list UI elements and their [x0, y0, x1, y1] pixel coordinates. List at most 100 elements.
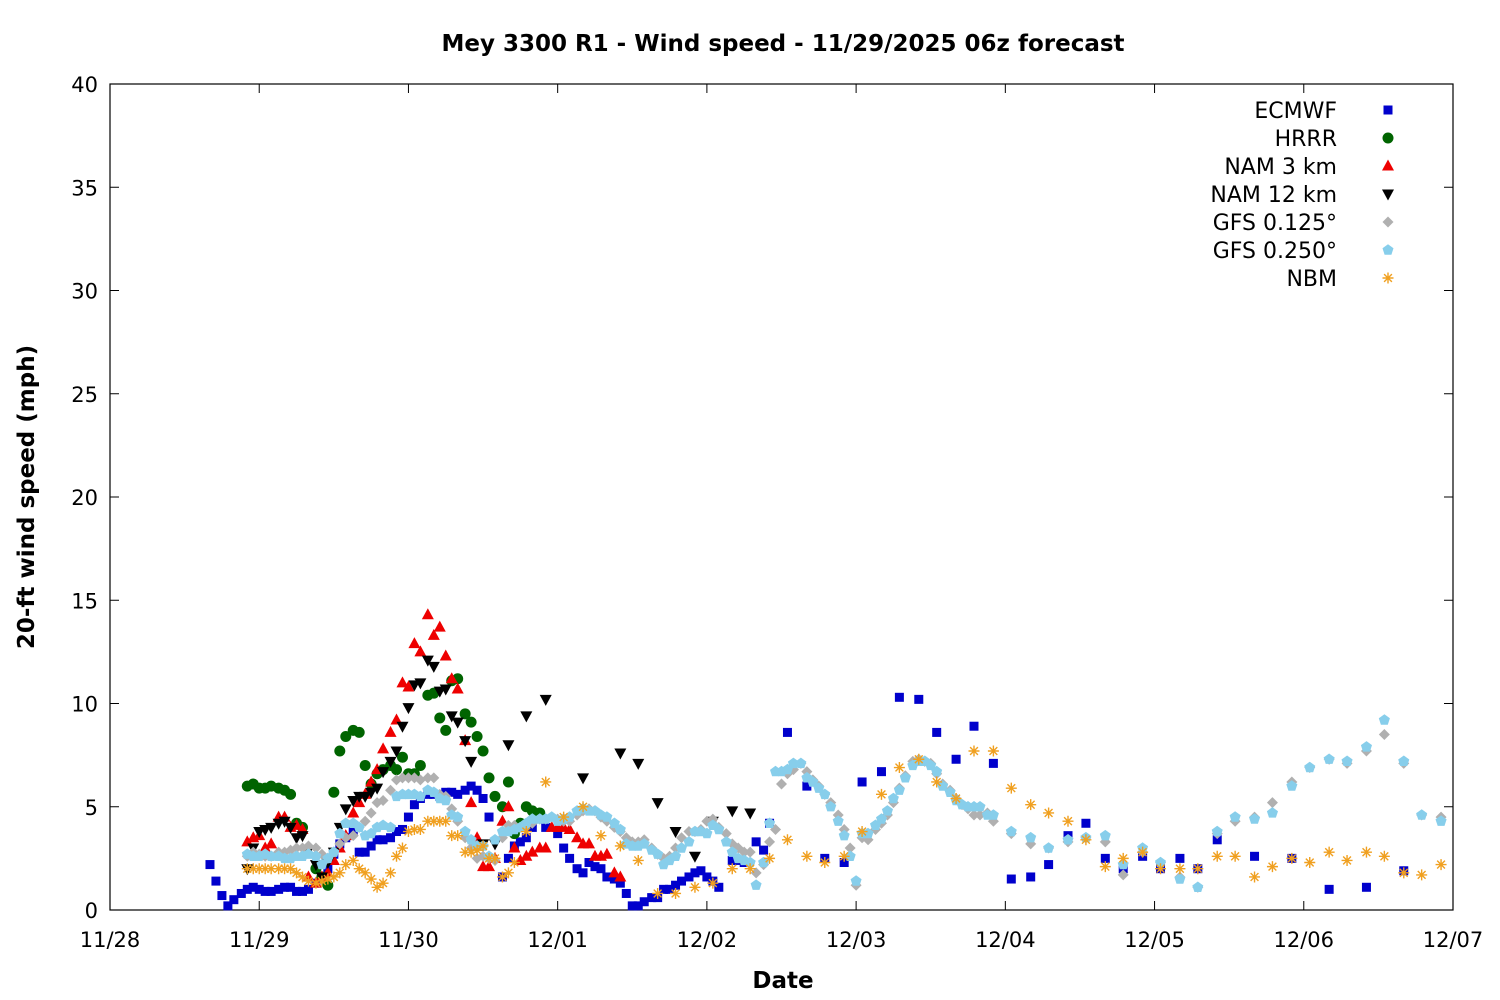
- x-tick-label: 12/05: [1124, 928, 1185, 952]
- x-tick-label: 12/03: [826, 928, 887, 952]
- data-point: [520, 711, 533, 723]
- legend-label: NAM 3 km: [1224, 155, 1337, 180]
- data-point: [893, 784, 905, 795]
- data-point: [1211, 825, 1223, 837]
- data-point: [397, 824, 407, 834]
- data-point: [265, 837, 278, 849]
- data-point: [1100, 853, 1110, 863]
- data-point: [1117, 869, 1129, 881]
- data-point: [744, 846, 756, 858]
- legend-label: ECMWF: [1254, 99, 1337, 124]
- data-point: [1324, 884, 1334, 894]
- data-point: [776, 778, 787, 790]
- data-point: [1044, 860, 1054, 870]
- data-point: [422, 772, 434, 784]
- data-point: [825, 801, 837, 812]
- data-point: [453, 789, 463, 799]
- data-point: [340, 731, 352, 743]
- data-point: [1266, 797, 1278, 809]
- data-point: [600, 847, 613, 859]
- data-point: [296, 871, 308, 883]
- data-point: [1378, 714, 1390, 725]
- data-point: [427, 661, 440, 673]
- data-point: [1266, 807, 1278, 818]
- data-point: [1080, 834, 1092, 846]
- data-point: [614, 870, 627, 882]
- data-point: [565, 853, 575, 863]
- data-point: [266, 886, 276, 896]
- data-point: [421, 608, 434, 620]
- data-point: [384, 756, 397, 768]
- data-point: [396, 721, 409, 733]
- data-point: [392, 827, 402, 837]
- data-point: [1212, 835, 1222, 845]
- data-point: [670, 850, 682, 861]
- data-point: [446, 830, 458, 842]
- data-point: [577, 773, 590, 785]
- data-point: [813, 782, 825, 793]
- data-point: [502, 776, 514, 788]
- data-point: [1137, 846, 1149, 858]
- data-point: [1435, 815, 1447, 826]
- data-point: [802, 781, 812, 791]
- data-point: [913, 753, 925, 765]
- plot-points: [205, 608, 1447, 911]
- data-point: [285, 788, 297, 800]
- data-point: [334, 827, 346, 839]
- data-point: [1341, 854, 1353, 866]
- data-point: [781, 834, 793, 846]
- data-point: [339, 804, 352, 816]
- data-point: [795, 757, 807, 769]
- data-point: [577, 801, 589, 813]
- data-point: [347, 806, 360, 818]
- data-point: [744, 808, 757, 820]
- data-point: [950, 792, 962, 804]
- data-point: [614, 748, 627, 760]
- data-point: [1099, 861, 1111, 873]
- data-point: [465, 846, 477, 858]
- data-point: [472, 785, 482, 795]
- data-point: [1174, 873, 1186, 884]
- data-point: [273, 863, 285, 875]
- data-point: [328, 846, 340, 857]
- data-point: [427, 628, 440, 640]
- data-point: [439, 684, 452, 696]
- data-point: [278, 816, 291, 828]
- data-point: [334, 745, 346, 757]
- data-point: [521, 833, 531, 843]
- data-point: [1192, 881, 1204, 892]
- data-point: [391, 764, 403, 776]
- data-point: [359, 759, 371, 771]
- y-tick-label: 5: [85, 796, 98, 820]
- data-point: [265, 822, 278, 834]
- data-point: [553, 829, 563, 839]
- data-point: [378, 835, 388, 845]
- data-point: [676, 842, 687, 853]
- data-point: [602, 872, 612, 882]
- data-point: [483, 860, 496, 872]
- legend: ECMWF HRRR NAM 3 km NAM 12 km GFS 0.125° GFS …: [1210, 99, 1394, 292]
- data-point: [353, 821, 365, 833]
- data-point: [881, 805, 893, 816]
- data-point: [447, 787, 457, 797]
- data-point: [360, 847, 370, 857]
- data-point: [328, 871, 340, 883]
- legend-marker: [1382, 189, 1394, 201]
- data-point: [1361, 882, 1371, 892]
- data-point: [340, 859, 352, 871]
- series-gfs-0-250-: [241, 714, 1447, 892]
- y-tick-label: 40: [71, 73, 98, 97]
- y-tick-label: 25: [71, 383, 98, 407]
- data-point: [428, 786, 440, 797]
- data-point: [807, 776, 819, 787]
- data-point: [322, 873, 334, 885]
- data-point: [683, 836, 695, 847]
- data-point: [801, 850, 813, 862]
- data-point: [328, 786, 340, 798]
- data-point: [839, 858, 849, 868]
- data-point: [787, 757, 799, 769]
- data-point: [750, 867, 762, 879]
- data-point: [371, 783, 384, 795]
